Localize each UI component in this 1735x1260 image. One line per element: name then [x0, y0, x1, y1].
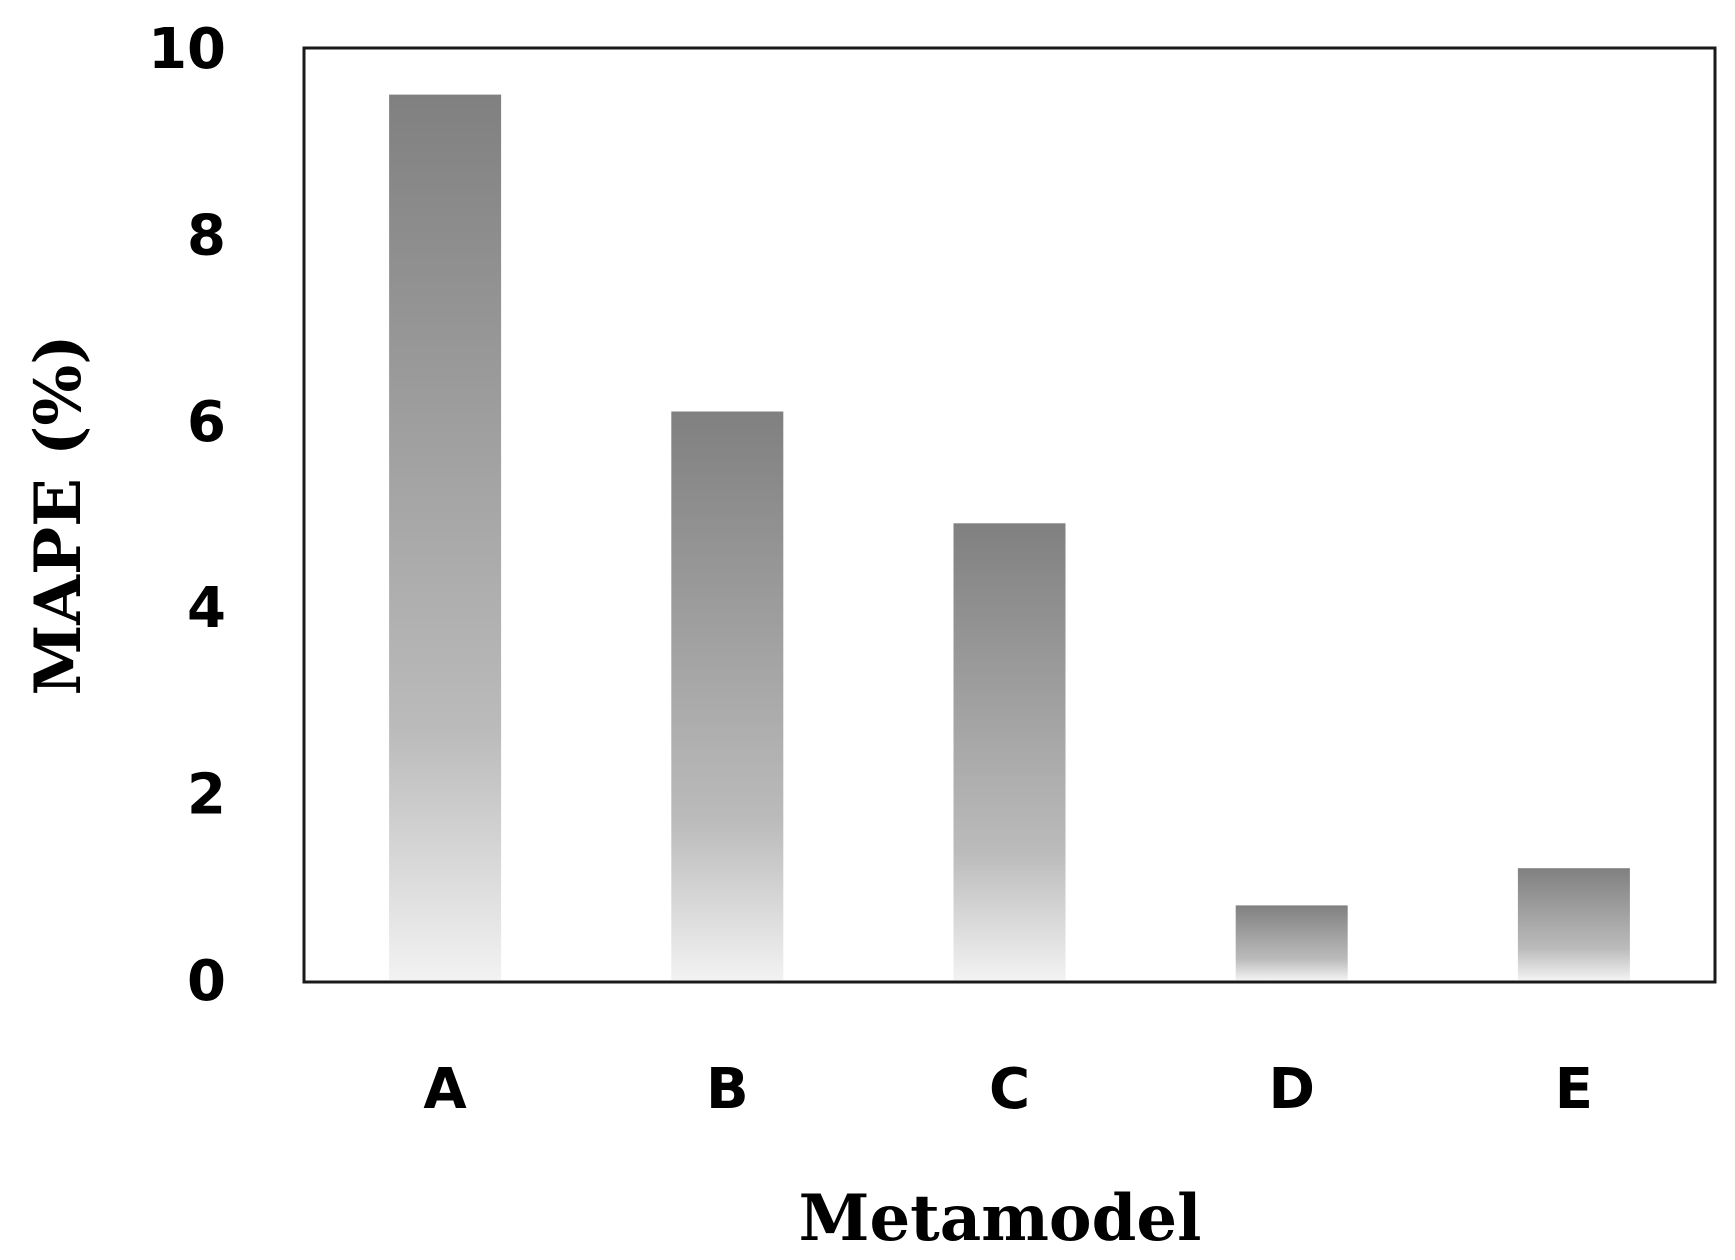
- bar-c: [953, 523, 1066, 980]
- y-tick-label-8: 8: [187, 203, 226, 268]
- x-tick-label-b: B: [706, 1057, 749, 1122]
- y-tick-label-2: 2: [187, 763, 226, 828]
- bar-b: [671, 411, 784, 980]
- y-axis-title: MAPE (%): [21, 334, 96, 695]
- x-axis-ticks: A B C D E: [423, 1057, 1593, 1122]
- y-axis-ticks: 0 2 4 6 8 10: [148, 17, 226, 1014]
- x-tick-label-e: E: [1555, 1057, 1593, 1122]
- y-tick-label-0: 0: [187, 949, 226, 1014]
- plot-frame: [302, 46, 1717, 984]
- bar-e: [1517, 868, 1630, 980]
- bar-d: [1235, 905, 1348, 980]
- x-axis-title: Metamodel: [799, 1181, 1202, 1256]
- x-tick-label-d: D: [1268, 1057, 1314, 1122]
- bars: [389, 94, 1630, 981]
- y-tick-label-6: 6: [187, 390, 226, 455]
- bar-a: [389, 94, 502, 981]
- x-tick-label-c: C: [989, 1057, 1030, 1122]
- y-tick-label-4: 4: [187, 576, 226, 641]
- x-tick-label-a: A: [423, 1057, 467, 1122]
- y-tick-label-10: 10: [148, 17, 226, 82]
